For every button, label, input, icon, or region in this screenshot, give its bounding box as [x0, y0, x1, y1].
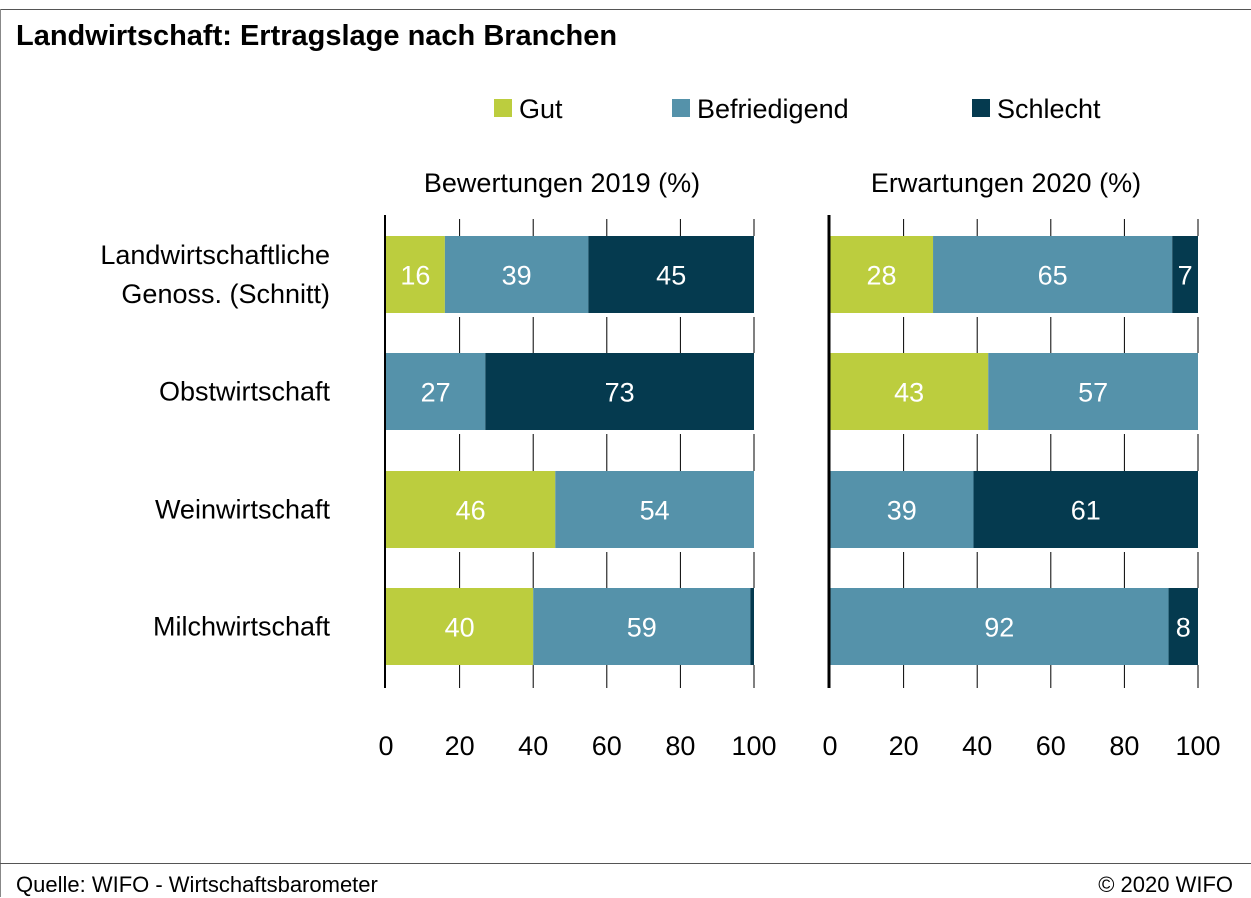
- source-note: Quelle: WIFO - Wirtschaftsbarometer: [16, 872, 378, 897]
- data-label-gut: 43: [894, 378, 924, 408]
- x-tick-label: 80: [665, 731, 695, 761]
- legend-label-befriedigend: Befriedigend: [697, 94, 849, 124]
- x-tick-label: 20: [445, 731, 475, 761]
- data-label-schlecht: 61: [1071, 496, 1101, 526]
- legend-swatch-gut: [494, 99, 512, 117]
- x-tick-label: 0: [822, 731, 837, 761]
- x-tick-label: 100: [731, 731, 776, 761]
- legend-label-schlecht: Schlecht: [997, 94, 1101, 124]
- legend-label-gut: Gut: [519, 94, 563, 124]
- category-label: Weinwirtschaft: [155, 495, 331, 525]
- stacked-bar-chart: Gut Befriedigend Schlecht Landwirtschaftlic…: [100, 94, 1220, 761]
- bar-befriedigend: [444, 236, 589, 313]
- bar-befriedigend: [830, 588, 1169, 665]
- data-label-befriedigend: 39: [502, 261, 532, 291]
- data-label-gut: 28: [866, 261, 896, 291]
- panel-title-2: Erwartungen 2020 (%): [871, 168, 1141, 198]
- category-label: Obstwirtschaft: [159, 377, 331, 407]
- data-label-befriedigend: 54: [640, 496, 670, 526]
- top-rule: [0, 9, 1251, 10]
- data-label-schlecht: 8: [1176, 613, 1191, 643]
- bar-befriedigend: [830, 471, 974, 548]
- bar-gut: [830, 353, 989, 430]
- bar-schlecht: [750, 588, 754, 665]
- x-tick-label: 60: [592, 731, 622, 761]
- data-label-gut: 40: [445, 613, 475, 643]
- data-label-schlecht: 73: [605, 378, 635, 408]
- data-label-befriedigend: 92: [984, 613, 1014, 643]
- bar-befriedigend: [988, 353, 1198, 430]
- bar-gut: [830, 236, 934, 313]
- footer-rule: [0, 863, 1251, 864]
- bar-schlecht: [973, 471, 1198, 548]
- chart-title: Landwirtschaft: Ertragslage nach Branche…: [16, 20, 618, 52]
- left-rule: [0, 9, 1, 897]
- copyright-note: © 2020 WIFO: [1098, 872, 1233, 897]
- legend-swatch-befriedigend: [672, 99, 690, 117]
- bar-schlecht: [1172, 236, 1198, 313]
- x-tick-label: 80: [1109, 731, 1139, 761]
- x-tick-label: 0: [378, 731, 393, 761]
- data-label-schlecht: 7: [1178, 261, 1193, 291]
- data-label-befriedigend: 57: [1078, 378, 1108, 408]
- data-label-schlecht: 45: [656, 261, 686, 291]
- data-label-gut: 46: [456, 496, 486, 526]
- legend-swatch-schlecht: [972, 99, 990, 117]
- bar-befriedigend: [933, 236, 1173, 313]
- x-tick-label: 40: [962, 731, 992, 761]
- bar-schlecht: [485, 353, 754, 430]
- x-tick-label: 40: [518, 731, 548, 761]
- bar-gut: [386, 236, 445, 313]
- bar-schlecht: [1168, 588, 1198, 665]
- data-label-gut: 16: [400, 261, 430, 291]
- data-label-befriedigend: 39: [887, 496, 917, 526]
- data-label-befriedigend: 59: [627, 613, 657, 643]
- x-tick-label: 20: [889, 731, 919, 761]
- bar-gut: [386, 588, 534, 665]
- panel-title-1: Bewertungen 2019 (%): [424, 168, 700, 198]
- bar-befriedigend: [533, 588, 751, 665]
- bar-gut: [386, 471, 556, 548]
- bar-schlecht: [588, 236, 754, 313]
- data-label-befriedigend: 65: [1038, 261, 1068, 291]
- bar-befriedigend: [555, 471, 754, 548]
- x-tick-label: 60: [1036, 731, 1066, 761]
- bar-befriedigend: [386, 353, 486, 430]
- category-label: Landwirtschaftliche: [100, 240, 330, 270]
- category-label: Genoss. (Schnitt): [121, 279, 330, 309]
- x-tick-label: 100: [1175, 731, 1220, 761]
- data-label-befriedigend: 27: [421, 378, 451, 408]
- category-label: Milchwirtschaft: [153, 612, 331, 642]
